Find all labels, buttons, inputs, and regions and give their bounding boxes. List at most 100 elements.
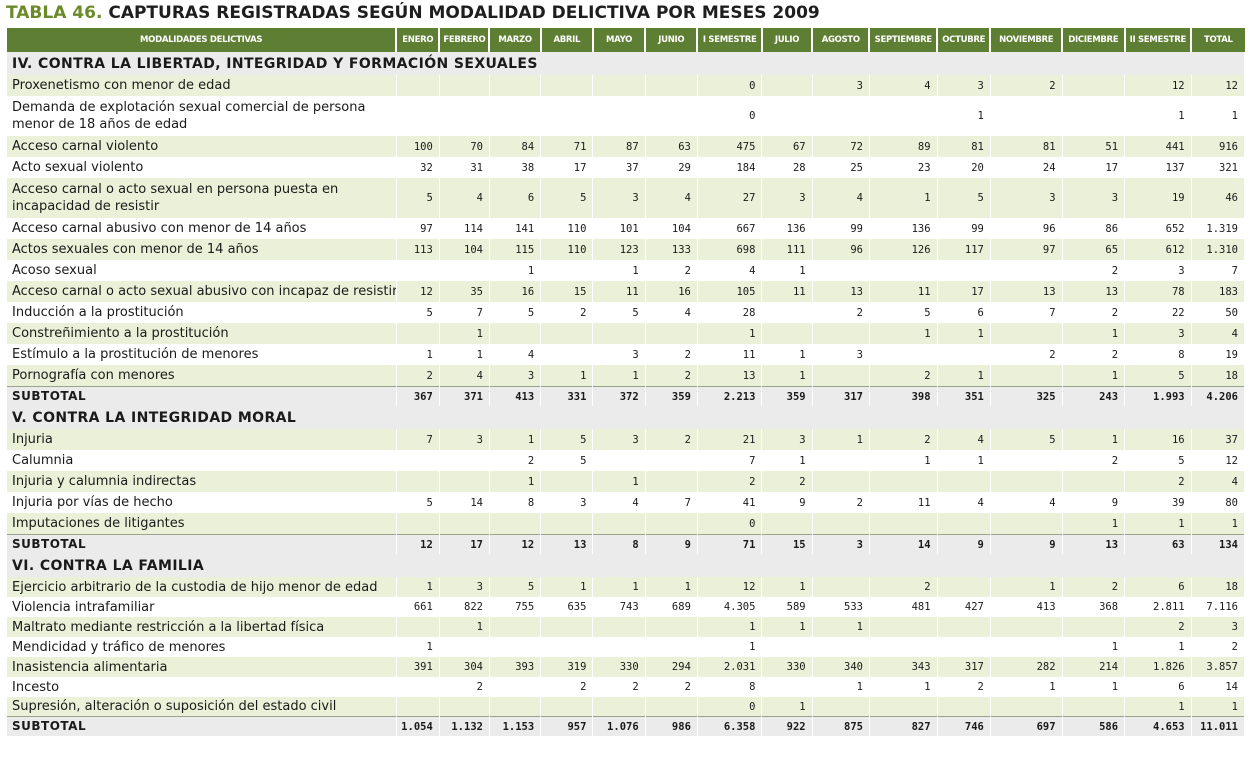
cell-value: 475 (697, 136, 763, 157)
cell-value: 115 (489, 239, 542, 260)
cell-value: 2 (697, 471, 763, 492)
cell-value (645, 697, 698, 717)
cell-value: 3 (439, 577, 490, 597)
cell-value: 1 (761, 365, 813, 387)
cell-value: 4 (439, 178, 490, 218)
cell-value: 4 (869, 75, 938, 96)
cell-value: 822 (439, 597, 490, 617)
cell-value: 3 (1124, 323, 1192, 344)
column-header: AGOSTO (812, 28, 871, 52)
cell-value: 8 (489, 492, 542, 513)
cell-value: 5 (869, 302, 938, 323)
cell-value: 6 (1124, 577, 1192, 597)
cell-value: 11 (697, 344, 763, 365)
cell-value: 2 (645, 365, 698, 387)
subtotal-value: 325 (990, 386, 1063, 406)
cell-value (869, 637, 938, 657)
cell-value (869, 697, 938, 717)
cell-value (396, 697, 440, 717)
cell-value (937, 344, 991, 365)
cell-value: 9 (1062, 492, 1126, 513)
cell-value: 4 (1191, 471, 1246, 492)
cell-value (990, 450, 1063, 471)
cell-value: 5 (540, 450, 594, 471)
column-header: TOTAL (1191, 28, 1245, 52)
row-label: Acto sexual violento (7, 157, 397, 178)
table-row: Calumnia 2 5 7 1 1 1 2 5 12 (7, 450, 1246, 471)
cell-value (812, 260, 870, 281)
cell-value: 7 (439, 302, 490, 323)
cell-value: 65 (1062, 239, 1126, 260)
column-header: I SEMESTRE (697, 28, 763, 52)
subtotal-value: 6.358 (697, 716, 763, 736)
cell-value (869, 617, 938, 637)
row-label: Violencia intrafamiliar (7, 597, 397, 617)
cell-value: 1 (592, 577, 646, 597)
cell-value: 7.116 (1191, 597, 1246, 617)
cell-value: 13 (812, 281, 870, 302)
cell-value: 1 (1062, 365, 1126, 387)
cell-value: 14 (439, 492, 490, 513)
cell-value: 5 (1124, 450, 1192, 471)
row-label: Ejercicio arbitrario de la custodia de h… (7, 577, 397, 597)
cell-value (489, 637, 542, 657)
cell-value: 28 (761, 157, 813, 178)
cell-value (761, 75, 813, 96)
cell-value: 87 (592, 136, 646, 157)
subtotal-value: 4.653 (1124, 716, 1192, 736)
subtotal-value: 331 (540, 386, 594, 406)
cell-value: 2 (645, 344, 698, 365)
cell-value: 1 (869, 450, 938, 471)
table-row: Inasistencia alimentaria 391 304 393 319 330 2… (7, 657, 1246, 677)
cell-value: 1 (869, 677, 938, 697)
cell-value: 6 (489, 178, 542, 218)
section-title: VI. CONTRA LA FAMILIA (7, 554, 1245, 577)
cell-value: 71 (540, 136, 594, 157)
cell-value: 14 (1191, 677, 1246, 697)
cell-value: 1 (396, 577, 440, 597)
cell-value: 612 (1124, 239, 1192, 260)
cell-value (540, 471, 594, 492)
cell-value: 17 (937, 281, 991, 302)
cell-value: 2 (1062, 302, 1126, 323)
subtotal-value: 13 (540, 534, 594, 554)
cell-value: 321 (1191, 157, 1246, 178)
cell-value: 1 (761, 344, 813, 365)
cell-value: 2 (1062, 260, 1126, 281)
cell-value (396, 617, 440, 637)
cell-value: 9 (761, 492, 813, 513)
cell-value: 28 (697, 302, 763, 323)
cell-value: 1 (645, 577, 698, 597)
cell-value: 3 (592, 178, 646, 218)
cell-value: 4 (937, 429, 991, 450)
cell-value: 1 (1124, 697, 1192, 717)
cell-value: 13 (990, 281, 1063, 302)
cell-value: 427 (937, 597, 991, 617)
cell-value: 5 (1124, 365, 1192, 387)
cell-value: 3 (489, 365, 542, 387)
cell-value (812, 450, 870, 471)
table-row: Estímulo a la prostitución de menores 1 1 4… (7, 344, 1246, 365)
cell-value: 667 (697, 218, 763, 239)
subtotal-label: SUBTOTAL (7, 534, 397, 554)
cell-value (396, 677, 440, 697)
cell-value: 1.826 (1124, 657, 1192, 677)
subtotal-value: 14 (869, 534, 938, 554)
subtotal-value: 746 (937, 716, 991, 736)
cell-value (439, 450, 490, 471)
cell-value: 7 (1191, 260, 1246, 281)
cell-value: 3 (812, 344, 870, 365)
cell-value: 3 (812, 75, 870, 96)
cell-value: 393 (489, 657, 542, 677)
cell-value: 1 (396, 344, 440, 365)
cell-value: 3 (439, 429, 490, 450)
cell-value: 1 (869, 323, 938, 344)
table-caption: CAPTURAS REGISTRADAS SEGÚN MODALIDAD DEL… (108, 3, 820, 23)
cell-value: 5 (937, 178, 991, 218)
cell-value: 4 (697, 260, 763, 281)
cell-value: 317 (937, 657, 991, 677)
subtotal-value: 1.076 (592, 716, 646, 736)
cell-value: 5 (396, 492, 440, 513)
cell-value: 2 (645, 677, 698, 697)
cell-value: 7 (396, 429, 440, 450)
